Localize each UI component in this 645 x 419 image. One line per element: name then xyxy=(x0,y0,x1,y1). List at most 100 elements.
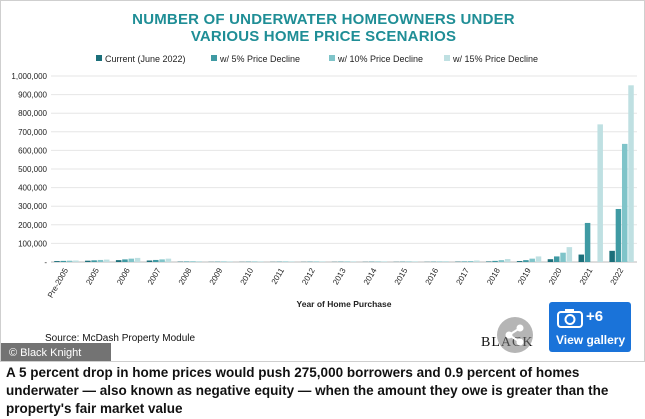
gallery-count: +6 xyxy=(586,308,604,325)
bar-current-june-2022--2007 xyxy=(146,260,153,262)
bar-w-15-price-decline-2017 xyxy=(474,260,480,262)
x-tick-label: 2019 xyxy=(516,266,533,286)
x-tick-label: 2008 xyxy=(177,266,194,286)
y-tick-label: 400,000 xyxy=(18,184,47,193)
x-tick-label: 2022 xyxy=(609,266,626,286)
bar-w-10-price-decline-2005 xyxy=(97,259,104,262)
x-tick-label: 2009 xyxy=(208,266,225,286)
legend-swatch xyxy=(96,55,102,61)
y-tick-label: 800,000 xyxy=(18,109,47,118)
source-note: Source: McDash Property Module xyxy=(45,333,196,344)
bar-w-10-price-decline-2013 xyxy=(344,261,350,262)
bar-w-15-price-decline-2008 xyxy=(196,261,202,262)
bar-w-15-price-decline-2006 xyxy=(134,257,141,262)
x-tick-label: 2018 xyxy=(485,266,502,286)
bar-w-15-price-decline-2010 xyxy=(258,261,264,262)
legend-swatch xyxy=(444,55,450,61)
bar-w-10-price-decline-2006 xyxy=(128,258,135,262)
bar-w-5-price-decline-2020 xyxy=(553,256,560,262)
y-tick-label: 1,000,000 xyxy=(11,72,47,81)
x-tick-label: 2017 xyxy=(454,266,471,286)
bar-w-5-price-decline-2019 xyxy=(523,260,529,262)
x-tick-label: 2005 xyxy=(84,266,101,286)
x-tick-label: 2012 xyxy=(300,266,317,286)
bar-current-june-2022--2022 xyxy=(609,250,615,262)
x-tick-label: 2021 xyxy=(578,266,595,286)
share-button[interactable] xyxy=(497,317,533,353)
bar-w-15-price-decline-2016 xyxy=(443,261,449,262)
y-tick-label: 200,000 xyxy=(18,221,47,230)
image-caption: A 5 percent drop in home prices would pu… xyxy=(6,365,609,416)
y-tick-label: 300,000 xyxy=(18,202,47,211)
x-tick-label: 2015 xyxy=(393,266,410,286)
y-tick-label: 900,000 xyxy=(18,91,47,100)
legend-label: w/ 5% Price Decline xyxy=(219,54,300,64)
bar-w-10-price-decline-2016 xyxy=(436,261,443,262)
bar-w-10-price-decline-2018 xyxy=(498,260,505,262)
bar-w-5-price-decline-2017 xyxy=(461,261,467,262)
bar-w-10-price-decline-2007 xyxy=(159,259,165,262)
bar-current-june-2022--pre-2005 xyxy=(54,261,60,262)
y-tick-label: 700,000 xyxy=(18,128,47,137)
bar-current-june-2022--2020 xyxy=(547,259,554,262)
bar-w-10-price-decline-2022 xyxy=(621,143,628,262)
bar-w-5-price-decline-2018 xyxy=(492,260,498,262)
bar-w-10-price-decline-2014 xyxy=(375,261,381,262)
y-tick-label: - xyxy=(44,258,47,267)
legend-label: w/ 10% Price Decline xyxy=(337,54,423,64)
bar-w-15-price-decline-2007 xyxy=(165,258,172,262)
bar-w-15-price-decline-2009 xyxy=(227,261,233,262)
bar-w-5-price-decline-2008 xyxy=(183,261,190,262)
x-tick-label: 2006 xyxy=(115,266,132,286)
bar-w-5-price-decline-2005 xyxy=(91,260,97,262)
x-tick-label: 2014 xyxy=(362,266,379,286)
bar-current-june-2022--2021 xyxy=(578,254,585,262)
legend-label: w/ 15% Price Decline xyxy=(452,54,538,64)
bar-w-10-price-decline-2009 xyxy=(221,261,227,262)
x-tick-label: 2020 xyxy=(547,266,564,286)
bar-current-june-2022--2005 xyxy=(85,260,91,262)
bar-w-5-price-decline-2007 xyxy=(153,259,159,262)
bar-chart: - 100,000 200,000 300,000 400,000 500,000 600,… xyxy=(11,54,637,309)
x-axis-title: Year of Home Purchase xyxy=(297,299,392,309)
bar-w-10-price-decline-2020 xyxy=(560,252,566,262)
x-tick-label: 2016 xyxy=(424,266,441,286)
bar-w-15-price-decline-2021 xyxy=(597,124,603,262)
legend-label: Current (June 2022) xyxy=(105,54,186,64)
x-tick-label: 2013 xyxy=(331,266,348,286)
y-tick-label: 100,000 xyxy=(18,239,47,248)
chart-title-line-2: VARIOUS HOME PRICE SCENARIOS xyxy=(190,28,457,45)
bar-w-5-price-decline-2022 xyxy=(615,208,622,262)
bar-w-10-price-decline-2015 xyxy=(406,261,412,262)
bar-w-10-price-decline-2011 xyxy=(282,261,289,262)
bar-w-10-price-decline-2010 xyxy=(251,261,258,262)
bar-current-june-2022--2006 xyxy=(115,260,122,262)
y-tick-label: 500,000 xyxy=(18,165,47,174)
bar-w-15-price-decline-2015 xyxy=(412,261,418,262)
bar-w-10-price-decline-2019 xyxy=(529,258,535,262)
bar-w-15-price-decline-pre-2005 xyxy=(73,260,79,262)
chart-figure: NUMBER OF UNDERWATER HOMEOWNERS UNDER VA… xyxy=(0,0,645,362)
share-icon xyxy=(505,324,524,346)
gallery-label: View gallery xyxy=(556,333,626,347)
legend-swatch xyxy=(211,55,217,61)
bar-w-15-price-decline-2012 xyxy=(319,261,326,262)
bar-w-15-price-decline-2019 xyxy=(535,256,542,262)
view-gallery-button[interactable]: +6 View gallery xyxy=(549,302,631,352)
bar-w-15-price-decline-2005 xyxy=(103,259,110,262)
chart-title-line-1: NUMBER OF UNDERWATER HOMEOWNERS UNDER xyxy=(132,11,515,28)
bar-w-10-price-decline-2012 xyxy=(313,261,320,262)
bar-w-10-price-decline-pre-2005 xyxy=(66,260,73,262)
camera-icon xyxy=(557,309,583,328)
legend-swatch xyxy=(329,55,335,61)
copyright-watermark: © Black Knight xyxy=(1,343,111,361)
bar-w-10-price-decline-2017 xyxy=(467,261,474,262)
bar-w-5-price-decline-2006 xyxy=(122,259,128,262)
x-tick-label: 2011 xyxy=(270,266,287,286)
y-tick-label: 600,000 xyxy=(18,146,47,155)
bar-w-15-price-decline-2011 xyxy=(289,261,295,262)
bar-current-june-2022--2018 xyxy=(486,261,492,262)
bar-w-5-price-decline-2021 xyxy=(584,222,591,262)
bar-w-15-price-decline-2020 xyxy=(566,247,573,262)
bar-w-15-price-decline-2013 xyxy=(350,261,357,262)
